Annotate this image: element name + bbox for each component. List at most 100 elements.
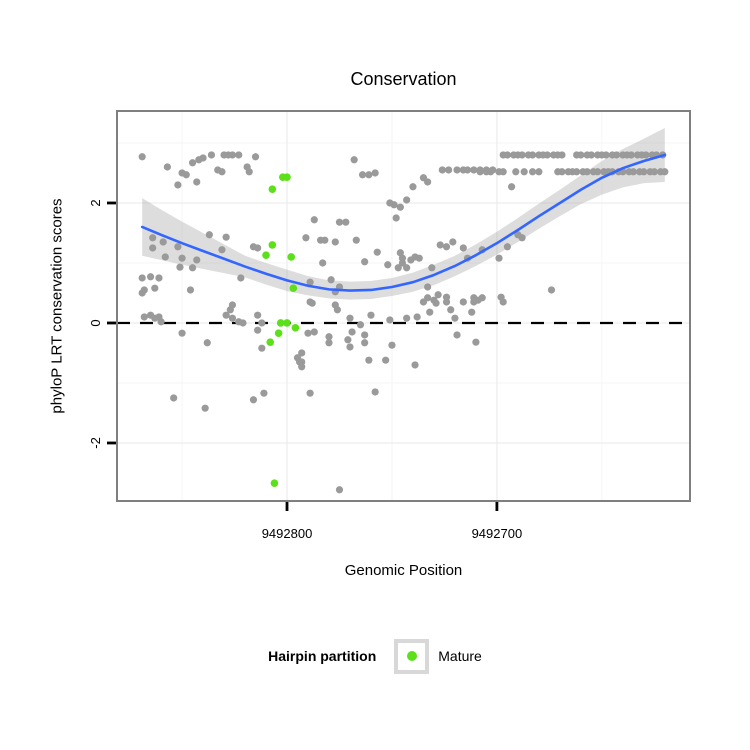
data-point-other — [642, 151, 650, 159]
data-point-other — [222, 311, 230, 319]
data-point-other — [573, 168, 581, 176]
data-point-other — [602, 151, 610, 159]
data-point-other — [426, 308, 434, 316]
data-point-other — [558, 168, 566, 176]
mature-point-icon — [406, 651, 417, 661]
data-point-other — [447, 306, 455, 314]
data-point-other — [503, 243, 511, 251]
data-point-other — [174, 181, 182, 189]
data-point-mature — [283, 173, 291, 181]
data-point-mature — [287, 253, 296, 261]
data-point-other — [413, 313, 421, 321]
data-point-other — [428, 264, 436, 272]
data-point-other — [319, 259, 327, 267]
data-point-other — [161, 253, 169, 261]
data-point-other — [361, 258, 369, 266]
data-point-other — [478, 294, 486, 302]
data-point-mature — [266, 338, 275, 346]
data-point-other — [388, 341, 396, 349]
data-point-other — [629, 168, 637, 176]
data-point-other — [392, 214, 400, 222]
data-point-other — [518, 151, 526, 159]
data-point-other — [396, 203, 404, 211]
data-point-other — [186, 286, 195, 294]
data-point-other — [442, 243, 451, 251]
data-point-mature — [291, 323, 300, 332]
data-point-other — [499, 168, 507, 176]
data-point-other — [174, 243, 182, 251]
data-point-other — [445, 166, 453, 174]
data-point-other — [306, 278, 314, 286]
data-point-other — [245, 168, 253, 176]
plot-title: Conservation — [350, 69, 457, 89]
data-point-other — [594, 168, 602, 176]
data-point-mature — [283, 319, 291, 327]
data-point-other — [348, 328, 356, 336]
data-point-other — [627, 151, 635, 159]
data-point-other — [449, 238, 457, 246]
data-point-other — [199, 154, 207, 162]
data-point-other — [470, 166, 478, 174]
data-point-other — [403, 314, 411, 322]
data-point-other — [333, 306, 341, 314]
data-point-other — [371, 169, 379, 177]
data-point-other — [310, 216, 318, 224]
data-point-other — [470, 298, 478, 306]
data-point-other — [528, 168, 537, 176]
data-point-other — [325, 339, 333, 347]
data-point-other — [612, 151, 621, 159]
data-point-other — [547, 286, 556, 294]
data-point-other — [365, 356, 373, 364]
data-point-other — [520, 168, 528, 176]
data-point-other — [203, 339, 211, 347]
data-point-other — [436, 241, 444, 249]
data-point-other — [495, 254, 503, 262]
data-point-other — [640, 168, 648, 176]
data-point-other — [503, 151, 511, 159]
data-point-other — [371, 388, 379, 396]
data-point-other — [358, 171, 367, 179]
data-point-other — [411, 361, 419, 369]
panel-background — [117, 111, 690, 501]
data-point-other — [518, 234, 526, 242]
data-point-mature — [268, 241, 277, 249]
data-point-mature — [274, 329, 283, 337]
data-point-other — [239, 319, 247, 327]
data-point-other — [149, 244, 157, 252]
data-point-mature — [289, 284, 298, 292]
data-point-other — [394, 264, 402, 272]
data-point-other — [226, 306, 234, 314]
data-point-other — [140, 313, 148, 321]
data-point-other — [453, 166, 461, 174]
data-point-other — [350, 156, 358, 164]
panel-border — [116, 110, 691, 502]
data-point-other — [346, 343, 354, 351]
data-point-other — [218, 168, 226, 176]
data-point-other — [432, 299, 440, 307]
data-point-other — [419, 298, 428, 306]
data-point-other — [260, 389, 268, 397]
data-point-other — [528, 151, 537, 159]
data-point-other — [415, 254, 423, 262]
data-point-other — [558, 151, 566, 159]
data-point-other — [228, 151, 237, 159]
data-point-other — [182, 171, 190, 179]
data-point-other — [254, 326, 262, 334]
y-axis-title: phyloP LRT conservation scores — [48, 198, 66, 414]
data-point-other — [302, 234, 310, 242]
data-point-other — [170, 394, 178, 402]
data-point-other — [459, 298, 467, 306]
data-point-other — [384, 261, 392, 269]
smooth-line — [140, 153, 667, 292]
data-point-other — [342, 218, 350, 226]
data-point-other — [434, 291, 442, 299]
data-point-other — [650, 168, 658, 176]
data-point-mature — [270, 479, 279, 487]
data-point-other — [352, 236, 360, 244]
data-point-other — [138, 274, 146, 282]
data-point-other — [507, 183, 516, 191]
confidence-band — [142, 127, 665, 300]
data-point-other — [373, 248, 381, 256]
data-point-other — [188, 159, 197, 167]
